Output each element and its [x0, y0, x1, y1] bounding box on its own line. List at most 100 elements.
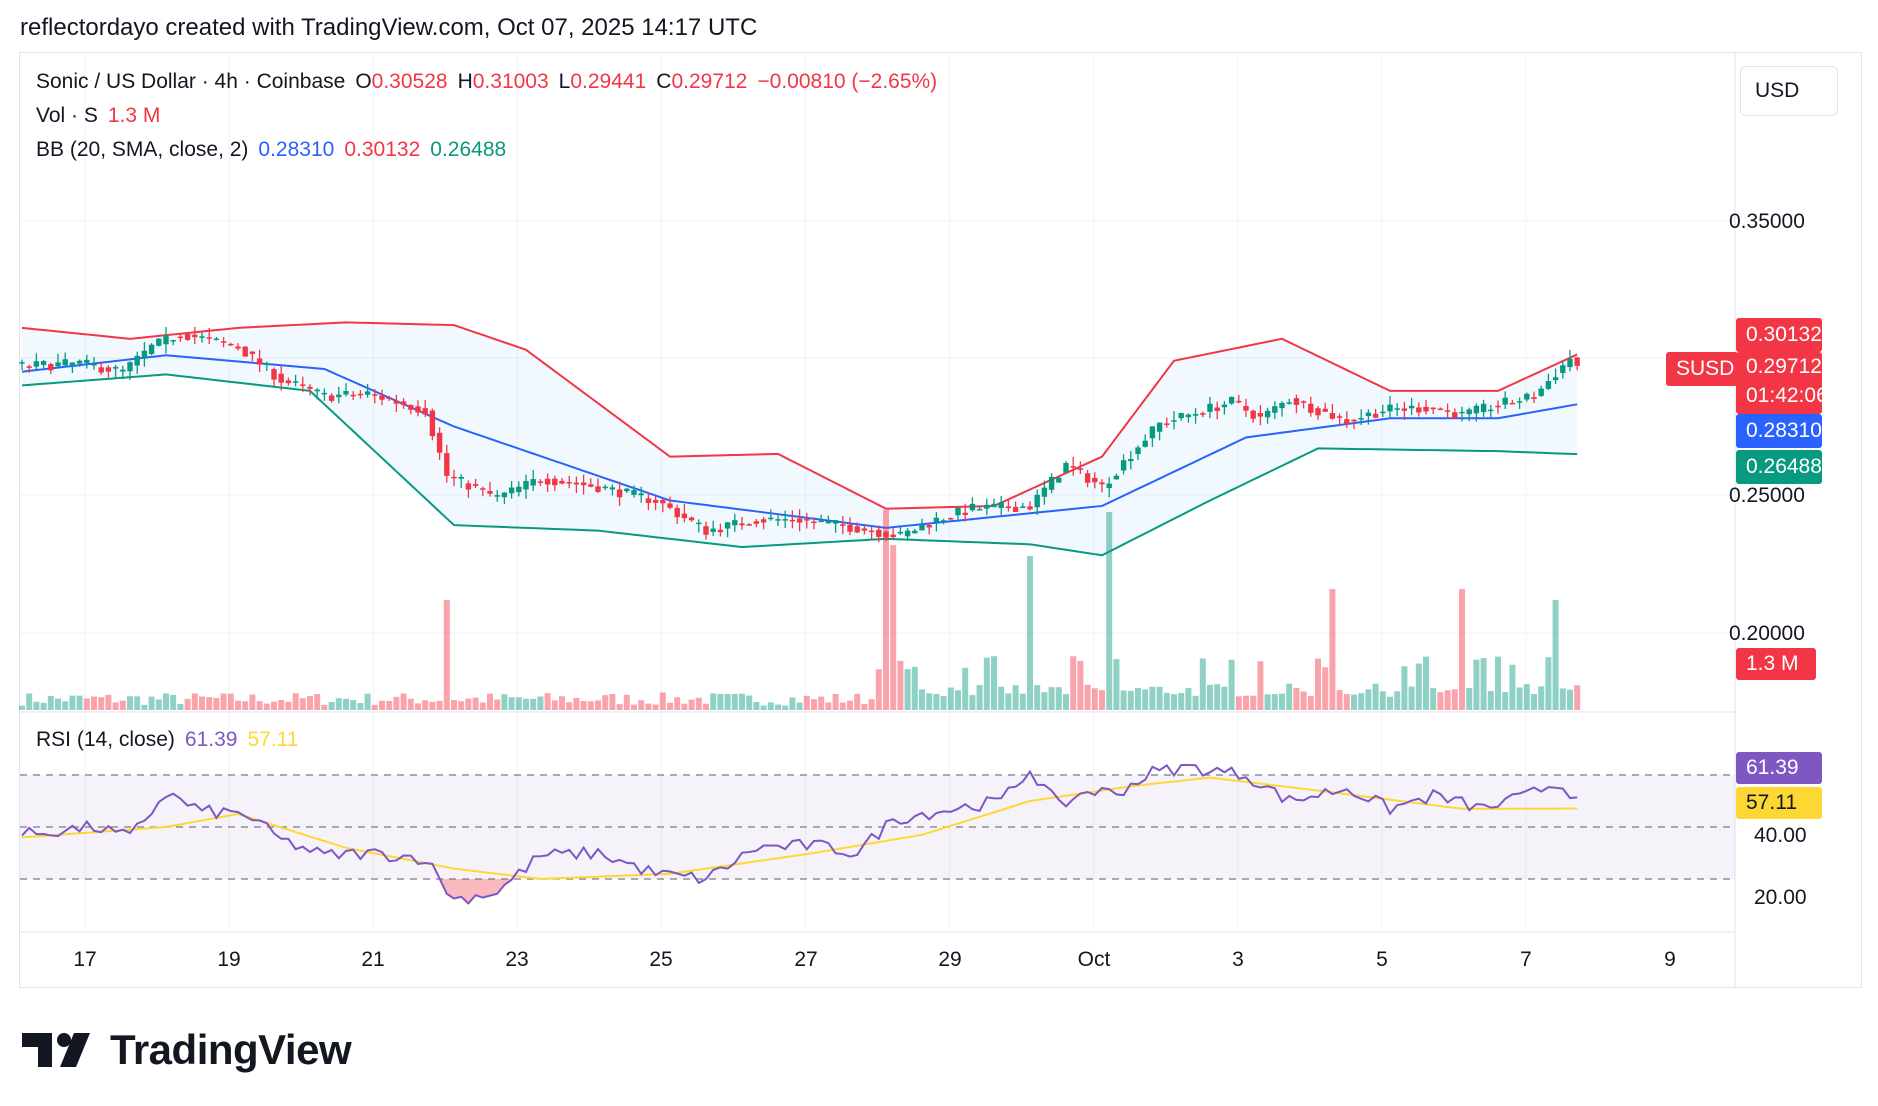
bb-upper-value: 0.30132 [344, 138, 421, 161]
candle-body [76, 360, 83, 364]
volume-bar [616, 704, 623, 710]
volume-bar [227, 693, 234, 710]
volume-bar [1279, 693, 1285, 710]
volume-bar [47, 695, 54, 710]
candle-body [501, 492, 508, 498]
candle-body [847, 524, 853, 532]
bb-label[interactable]: BB (20, SMA, close, 2) [36, 138, 249, 161]
volume-bar [559, 696, 565, 710]
volume-bar [746, 695, 753, 710]
volume-bar [955, 690, 961, 710]
bb-fill [22, 322, 1578, 556]
candle-body [840, 524, 846, 526]
volume-bar [911, 666, 918, 710]
volume-bar [847, 700, 853, 710]
bb-lower-value: 0.26488 [430, 138, 507, 161]
tradingview-logo[interactable]: TradingView [22, 1026, 352, 1074]
candle-body [1437, 408, 1444, 411]
candle-body [1351, 419, 1357, 422]
candle-body [638, 493, 644, 496]
low-value: 0.29441 [570, 70, 647, 93]
candle-body [256, 358, 263, 365]
candle-body [199, 336, 205, 338]
volume-bar [386, 701, 393, 710]
volume-bar [1142, 689, 1149, 710]
candle-body [1329, 413, 1336, 419]
candle-body [220, 341, 227, 343]
candle-body [832, 520, 839, 524]
volume-bar [307, 695, 313, 710]
candle-body [876, 529, 882, 537]
volume-bar [1423, 656, 1429, 710]
candle-body [393, 400, 400, 404]
volume-bar [969, 695, 976, 710]
candle-body [1480, 403, 1487, 413]
volume-label[interactable]: Vol · S [36, 104, 98, 127]
candle-body [616, 489, 623, 498]
candle-body [408, 404, 414, 410]
volume-bar [1084, 684, 1091, 710]
rsi-legend[interactable]: RSI (14, close) 61.39 57.11 [36, 728, 308, 752]
last-price-tag: 0.29712 01:42:06 [1736, 352, 1828, 414]
candle-body [1012, 506, 1019, 512]
candle-body [1092, 477, 1098, 483]
volume-bar [350, 700, 357, 710]
volume-bar [1135, 688, 1141, 710]
candle-body [724, 522, 731, 529]
volume-bar [1120, 690, 1127, 710]
candle-body [1509, 402, 1516, 405]
volume-bar [1063, 694, 1069, 710]
candle-body [1099, 482, 1105, 485]
x-label-oct: Oct [1077, 948, 1111, 971]
candle-body [271, 369, 277, 380]
volume-bar [587, 701, 594, 710]
volume-bar [868, 699, 875, 710]
candle-body [1056, 477, 1062, 483]
currency-button[interactable]: USD [1740, 66, 1838, 116]
candle-body [1272, 406, 1278, 413]
candle-body [1336, 416, 1343, 418]
volume-bar [170, 694, 177, 710]
volume-bar [767, 702, 774, 710]
volume-bar [717, 693, 724, 710]
candle-body [768, 517, 774, 520]
volume-bar [1113, 659, 1120, 710]
candle-body [883, 531, 889, 538]
volume-legend[interactable]: Vol · S 1.3 M [36, 104, 170, 128]
symbol-name[interactable]: Sonic / US Dollar · 4h · Coinbase [36, 70, 346, 93]
candle-body [192, 334, 198, 338]
high-value: 0.31003 [472, 70, 549, 93]
volume-bar [1293, 687, 1300, 710]
symbol-legend[interactable]: Sonic / US Dollar · 4h · Coinbase O0.3052… [36, 70, 947, 94]
candle-body [163, 335, 169, 345]
volume-bar [1567, 689, 1573, 710]
candle-body [300, 384, 306, 386]
chart-frame[interactable] [19, 52, 1862, 988]
candle-body [760, 519, 767, 523]
volume-tag: 1.3 M [1736, 648, 1816, 680]
tradingview-wordmark: TradingView [110, 1026, 352, 1073]
rsi-tag: 61.39 [1736, 752, 1822, 784]
volume-bar [206, 697, 213, 710]
volume-bar [487, 693, 493, 710]
candle-body [1243, 405, 1249, 411]
rsi-tick-20: 20.00 [1754, 886, 1807, 909]
rsi-label[interactable]: RSI (14, close) [36, 728, 175, 751]
candle-body [991, 503, 997, 508]
open-label: O [355, 70, 372, 93]
candle-body [1416, 407, 1422, 413]
volume-bar [544, 693, 551, 710]
candle-body [213, 338, 220, 341]
candle-body [681, 513, 688, 519]
volume-bar [1185, 688, 1192, 710]
candle-body [688, 517, 695, 521]
bb-legend[interactable]: BB (20, SMA, close, 2) 0.28310 0.30132 0.26… [36, 138, 516, 162]
volume-bar [573, 697, 580, 710]
volume-bar [1264, 694, 1271, 710]
bar-countdown: 01:42:06 [1746, 384, 1828, 407]
volume-bar [789, 697, 796, 710]
candle-body [19, 362, 25, 364]
volume-bar [1430, 688, 1437, 710]
candle-body [141, 350, 148, 359]
